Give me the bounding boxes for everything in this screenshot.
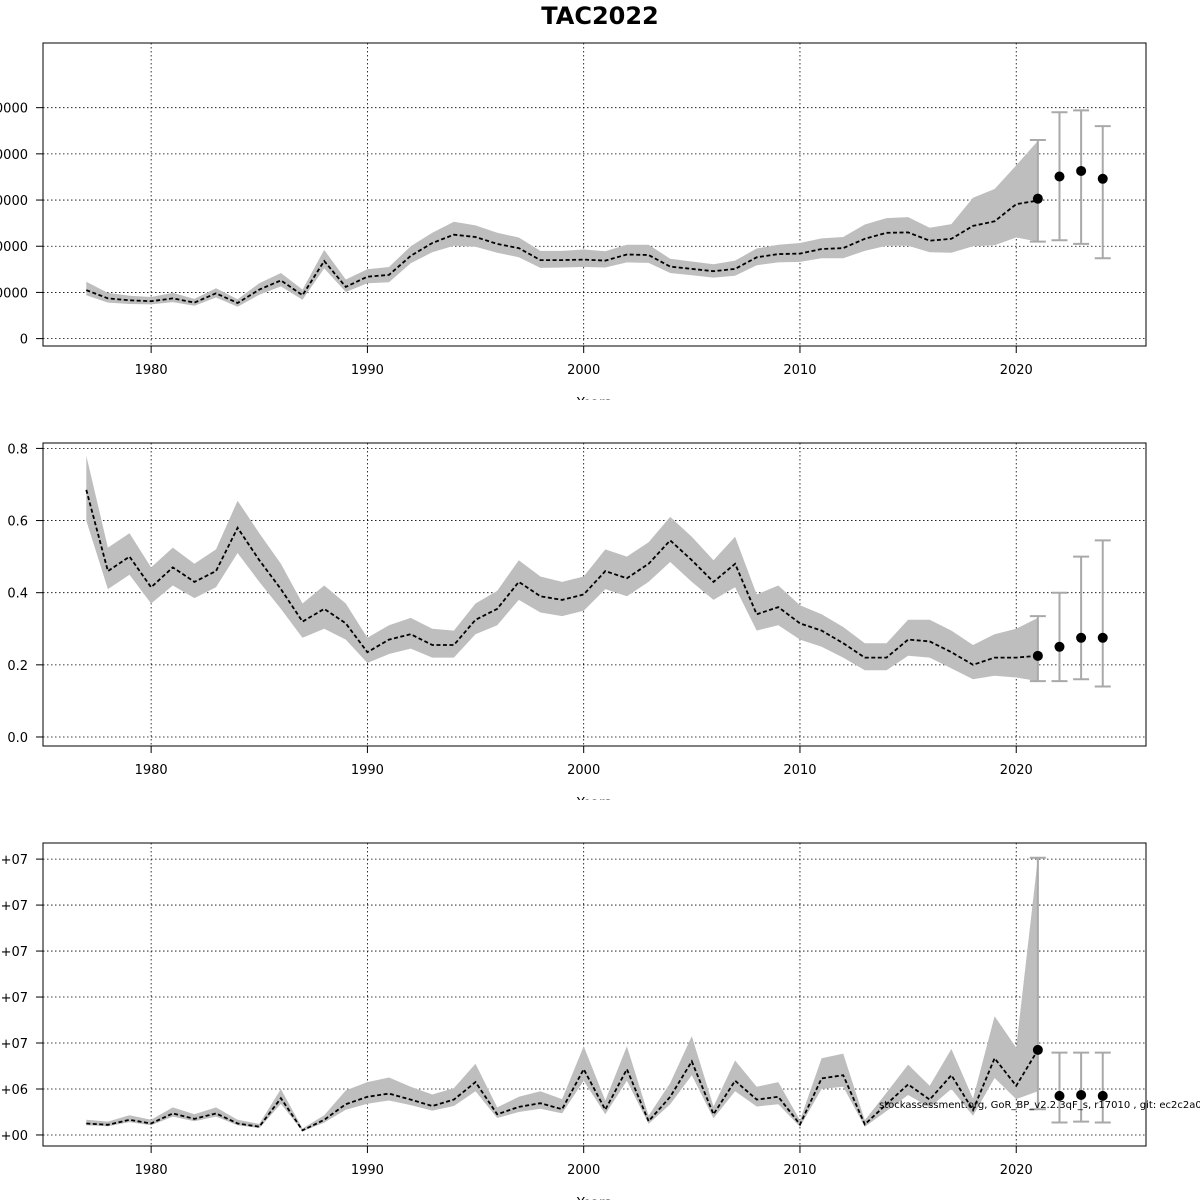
- x-axis-label: Years: [576, 1196, 612, 1200]
- x-tick-label: 2000: [567, 763, 600, 778]
- y-tick-label: +07: [1, 899, 28, 914]
- estimate-line: [85, 489, 1038, 666]
- x-tick-label: 2020: [1000, 1163, 1033, 1178]
- forecast-point: [1054, 641, 1065, 652]
- plot-frame: [42, 442, 1147, 747]
- y-tick-label: +06: [1, 1083, 28, 1098]
- forecast-point: [1054, 171, 1065, 182]
- x-axis-label: Years: [576, 796, 612, 811]
- plot-area: [85, 109, 1111, 307]
- x-tick-label: 1990: [351, 1163, 384, 1178]
- y-tick-label: +07: [1, 945, 28, 960]
- y-tick-label: +07: [1, 853, 28, 868]
- x-tick-label: 1990: [351, 363, 384, 378]
- y-tick-label: 0.4: [7, 587, 28, 602]
- y-tick-label: +07: [1, 991, 28, 1006]
- plot-frame: [42, 842, 1147, 1147]
- estimate-line: [85, 199, 1039, 305]
- panel-middle: Years 1980 1990 2000 2010 2020 0.0 0.2 0.4 0.6 0.8: [7, 442, 1147, 811]
- confidence-band: [86, 455, 1038, 682]
- forecast-point: [1076, 165, 1087, 176]
- forecast-point: [1097, 632, 1108, 643]
- estimate-line: [86, 1049, 1039, 1132]
- y-tick-label: +00: [1, 1129, 28, 1144]
- panel-bottom: Years 1980 1990 2000 2010 2020 +00 +06 +07 +07 +07…: [1, 842, 1147, 1200]
- x-tick-label: 2020: [1000, 363, 1033, 378]
- forecast-point: [1076, 1089, 1087, 1100]
- plot-area: [85, 455, 1111, 688]
- y-tick-label: +07: [1, 1037, 28, 1052]
- y-tick-label: 0.0: [7, 731, 28, 746]
- x-tick-label: 2010: [783, 763, 816, 778]
- footnote: stockassessment.org, GoR_BP_v2.2.3qF_s, …: [879, 1100, 1200, 1111]
- x-tick-label: 1980: [135, 763, 168, 778]
- x-tick-label: 1990: [351, 763, 384, 778]
- x-tick-label: 2000: [567, 363, 600, 378]
- confidence-band: [86, 140, 1038, 307]
- plot-area: [86, 856, 1111, 1132]
- figure-title: TAC2022: [541, 2, 659, 30]
- y-tick-label: 0: [20, 333, 28, 348]
- plot-frame: [42, 42, 1147, 347]
- x-axis-label: Years: [576, 396, 612, 411]
- x-tick-label: 2010: [783, 1163, 816, 1178]
- x-tick-label: 2010: [783, 363, 816, 378]
- forecast-point: [1054, 1090, 1065, 1101]
- forecast-point: [1097, 173, 1108, 184]
- x-tick-label: 2020: [1000, 763, 1033, 778]
- forecast-point: [1032, 193, 1043, 204]
- y-tick-label: 0.8: [7, 442, 28, 457]
- forecast-point: [1097, 1090, 1108, 1101]
- x-tick-label: 1980: [135, 363, 168, 378]
- x-tick-label: 2000: [567, 1163, 600, 1178]
- y-tick-label: 0.2: [7, 659, 28, 674]
- confidence-band: [86, 857, 1038, 1132]
- forecast-point: [1032, 1044, 1043, 1055]
- y-tick-label: 0.6: [7, 515, 28, 530]
- forecast-point: [1032, 650, 1043, 661]
- x-tick-label: 1980: [135, 1163, 168, 1178]
- forecast-point: [1076, 632, 1087, 643]
